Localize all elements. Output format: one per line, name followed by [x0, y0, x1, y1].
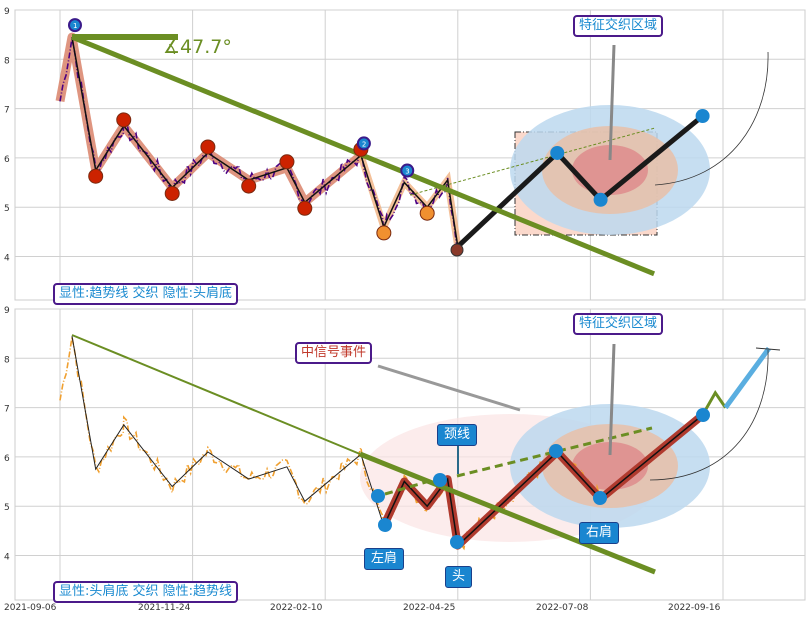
- neckline: [384, 476, 441, 496]
- note-marker: [279, 154, 295, 170]
- neckline: [456, 426, 653, 478]
- note-marker: [450, 243, 464, 257]
- pivot-node: [371, 489, 385, 503]
- trendline: [71, 334, 361, 455]
- y-tick-label: 4: [4, 553, 10, 563]
- pivot-node: [593, 491, 607, 505]
- x-tick-label: 2022-04-25: [403, 603, 456, 613]
- y-tick-label: 8: [4, 56, 10, 66]
- head-label: 头: [445, 566, 473, 588]
- y-tick-label: 9: [4, 7, 10, 17]
- feature-zone-ellipse: [572, 145, 648, 195]
- target-marker: [755, 347, 781, 351]
- note-marker: [376, 225, 392, 241]
- signal-event-label: 中信号事件: [295, 342, 373, 364]
- zone-arrow: [608, 343, 616, 456]
- numbered-marker: [400, 163, 415, 178]
- projection-line: [456, 114, 705, 249]
- numbered-marker: [356, 136, 371, 151]
- y-tick-label: 9: [4, 306, 10, 316]
- y-tick-label: 6: [4, 454, 10, 464]
- y-tick-label: 8: [4, 355, 10, 365]
- top-legend-label: 显性:趋势线 交织 隐性:头肩底: [53, 283, 239, 305]
- neckline-hidden: [409, 127, 656, 196]
- x-tick-label: 2022-09-16: [668, 603, 721, 613]
- numbered-marker-text: 3: [405, 168, 409, 176]
- numbered-marker-text: 1: [73, 22, 77, 30]
- curve-arrow: [654, 51, 769, 186]
- pivot-node: [450, 535, 464, 549]
- y-tick-label: 6: [4, 155, 10, 165]
- angle-label: ∡47.7°: [163, 36, 232, 58]
- curve-arrow: [649, 349, 769, 481]
- pivot-node: [696, 408, 710, 422]
- pivot-node: [550, 145, 565, 160]
- note-marker: [164, 185, 180, 201]
- pivot-node: [378, 518, 392, 532]
- neckline-label: 颈线: [437, 424, 478, 446]
- zigzag-line: [71, 336, 385, 527]
- note-marker: [88, 168, 104, 184]
- pivot-node: [695, 108, 710, 123]
- right-shoulder-label: 右肩: [579, 522, 620, 544]
- y-tick-label: 4: [4, 254, 10, 264]
- zone-arrow: [608, 44, 616, 161]
- pivot-node: [433, 473, 447, 487]
- signal-arrow: [377, 364, 521, 412]
- y-tick-label: 5: [4, 503, 10, 513]
- note-marker: [241, 178, 257, 194]
- x-tick-label: 2022-07-08: [536, 603, 589, 613]
- bottom-legend-label: 显性:头肩底 交织 隐性:趋势线: [53, 581, 239, 603]
- bottom-zone-label: 特征交织区域: [573, 313, 664, 335]
- y-tick-label: 5: [4, 204, 10, 214]
- pivot-node: [593, 192, 608, 207]
- y-tick-label: 7: [4, 106, 10, 116]
- y-tick-label: 7: [4, 405, 10, 415]
- note-marker: [419, 205, 435, 221]
- x-tick-label: 2021-11-24: [138, 603, 191, 613]
- projection-line: [701, 389, 727, 416]
- pattern-line: [383, 414, 704, 548]
- numbered-marker: [67, 18, 82, 33]
- trendline: [359, 451, 656, 575]
- note-marker: [297, 200, 313, 216]
- x-tick-label: 2021-09-06: [4, 603, 57, 613]
- x-tick-label: 2022-02-10: [270, 603, 323, 613]
- note-marker: [200, 139, 216, 155]
- pivot-node: [549, 444, 563, 458]
- top-zone-label: 特征交织区域: [573, 15, 664, 37]
- numbered-marker-text: 2: [362, 140, 366, 148]
- left-shoulder-label: 左肩: [364, 548, 405, 570]
- note-marker: [116, 112, 132, 128]
- projection-target: [723, 346, 771, 410]
